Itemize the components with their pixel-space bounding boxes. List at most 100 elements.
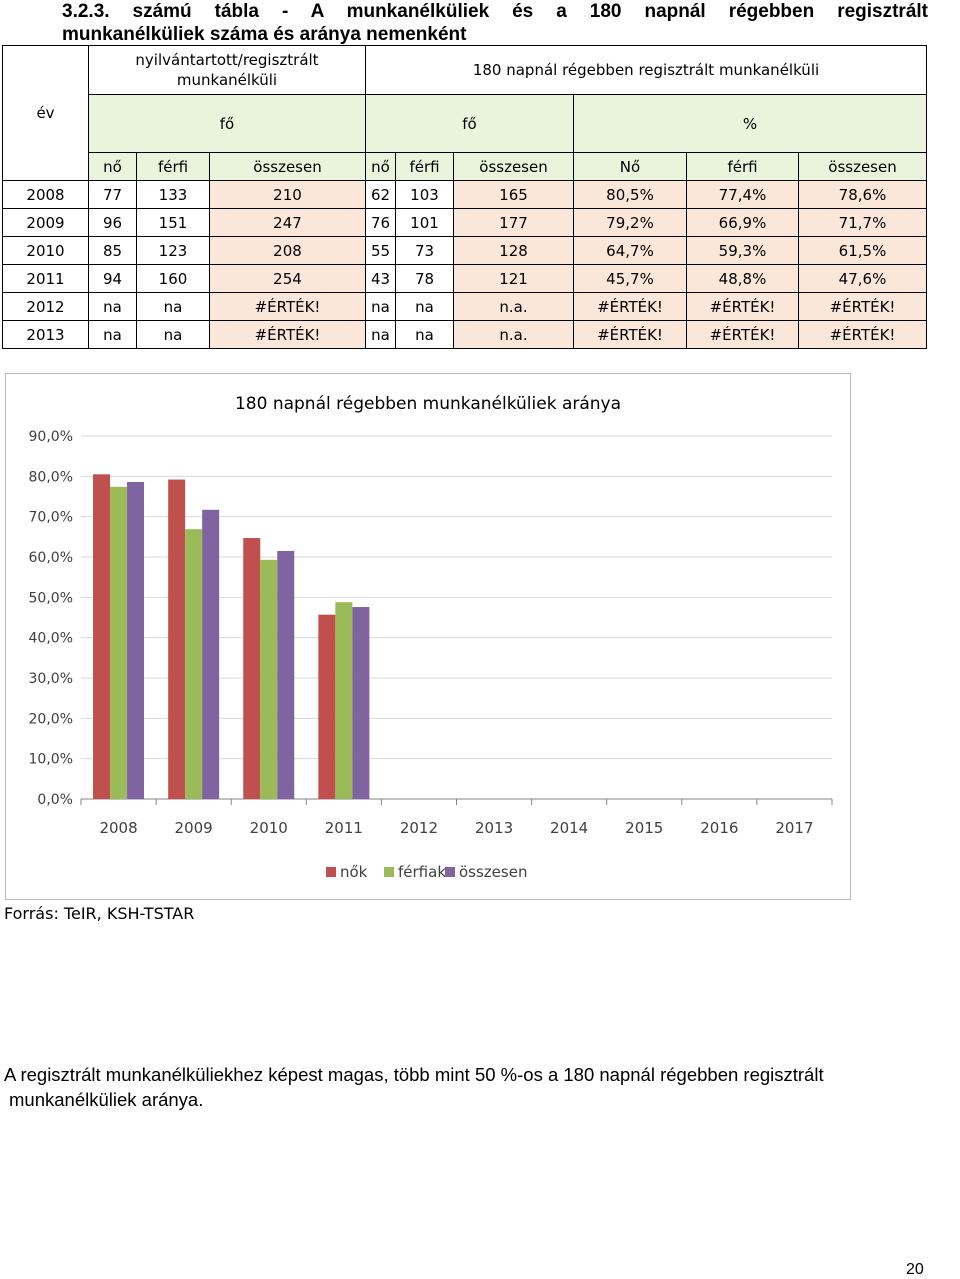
table-cell: na	[365, 292, 396, 321]
y-tick-label: 90,0%	[29, 429, 73, 445]
table-cell: 78,6%	[798, 180, 927, 209]
summary-paragraph: A regisztrált munkanélküliekhez képest m…	[4, 1062, 960, 1112]
paragraph-line-2: munkanélküliek aránya.	[9, 1089, 204, 1110]
table-cell: 61,5%	[798, 236, 927, 265]
table-cell: 66,9%	[686, 208, 799, 237]
subheader-cell: Nő	[573, 152, 687, 181]
subheader-cell: férfi	[686, 152, 799, 181]
table-row: 2012 na na #ÉRTÉK! na na n.a. #ÉRTÉK! #ÉRTÉK! #ÉR…	[2, 292, 927, 321]
y-tick-label: 70,0%	[29, 510, 73, 526]
table-cell: #ÉRTÉK!	[573, 320, 687, 349]
table-cell: na	[136, 292, 210, 321]
legend-label: férfiak	[398, 863, 446, 881]
table-cell: #ÉRTÉK!	[573, 292, 687, 321]
table-cell: 43	[365, 264, 396, 293]
table-caption: 3.2.3. számú tábla - A munkanélküliek és…	[62, 0, 928, 46]
table-cell: 62	[365, 180, 396, 209]
table-cell: 254	[209, 264, 366, 293]
header-180-days: 180 napnál régebben regisztrált munkanél…	[365, 45, 927, 95]
table-cell: #ÉRTÉK!	[209, 292, 366, 321]
table-cell: na	[395, 320, 454, 349]
subheader-cell: összesen	[209, 152, 366, 181]
table-cell: 45,7%	[573, 264, 687, 293]
table-cell: 76	[365, 208, 396, 237]
table-cell: n.a.	[453, 320, 574, 349]
caption-line-2: munkanélküliek száma és aránya nemenként	[62, 24, 467, 45]
legend-label: összesen	[459, 863, 527, 881]
table-cell: na	[136, 320, 210, 349]
source-note: Forrás: TeIR, KSH-TSTAR	[4, 904, 195, 923]
row-year: 2011	[2, 264, 89, 293]
table-row: 2008 77 133 210 62 103 165 80,5% 77,4% 78,6%	[2, 180, 927, 209]
table-cell: 48,8%	[686, 264, 799, 293]
subheader-row: nő férfi összesen nő férfi összesen Nő férfi öss…	[3, 152, 927, 181]
table-cell: #ÉRTÉK!	[686, 292, 799, 321]
table-cell: 73	[395, 236, 454, 265]
table-cell: 55	[365, 236, 396, 265]
table-cell: na	[365, 320, 396, 349]
table-row: 2010 85 123 208 55 73 128 64,7% 59,3% 61,5%	[2, 236, 927, 265]
table-cell: 165	[453, 180, 574, 209]
x-tick-label: 2016	[700, 819, 738, 837]
table-cell: 210	[209, 180, 366, 209]
y-tick-label: 0,0%	[37, 792, 73, 808]
unemployment-table: év nyilvántartott/regisztrált munkanélkü…	[2, 45, 927, 349]
table-cell: 59,3%	[686, 236, 799, 265]
table-row: 2009 96 151 247 76 101 177 79,2% 66,9% 71,7%	[2, 208, 927, 237]
row-year: 2010	[2, 236, 89, 265]
x-tick-label: 2015	[625, 819, 663, 837]
bar-összesen	[202, 509, 220, 799]
table-cell: 160	[136, 264, 210, 293]
legend-swatch-összesen	[445, 867, 455, 877]
legend-swatch-nők	[326, 867, 336, 877]
chart-title: 180 napnál régebben munkanélküliek arány…	[235, 394, 621, 414]
x-tick-label: 2014	[550, 819, 588, 837]
bar-chart: 180 napnál régebben munkanélküliek arány…	[29, 394, 833, 881]
x-tick-label: 2011	[325, 819, 363, 837]
table-cell: 121	[453, 264, 574, 293]
header-fo-2: fő	[365, 94, 574, 153]
bar-összesen	[352, 607, 370, 799]
table-cell: 78	[395, 264, 454, 293]
subheader-cell: összesen	[453, 152, 574, 181]
row-year: 2009	[2, 208, 89, 237]
table-cell: #ÉRTÉK!	[798, 320, 927, 349]
row-year: 2012	[2, 292, 89, 321]
table-cell: 94	[88, 264, 137, 293]
table-cell: #ÉRTÉK!	[686, 320, 799, 349]
table-cell: #ÉRTÉK!	[209, 320, 366, 349]
subheader-cell: összesen	[798, 152, 927, 181]
table-cell: 247	[209, 208, 366, 237]
x-tick-label: 2008	[99, 819, 137, 837]
table-cell: 128	[453, 236, 574, 265]
table-cell: 133	[136, 180, 210, 209]
bar-nők	[93, 474, 111, 799]
y-tick-label: 30,0%	[29, 671, 73, 687]
y-tick-label: 20,0%	[29, 711, 73, 727]
bar-nők	[168, 479, 186, 799]
x-tick-label: 2012	[400, 819, 438, 837]
row-year: 2013	[2, 320, 89, 349]
table-cell: 123	[136, 236, 210, 265]
bar-nők	[243, 538, 261, 799]
table-cell: na	[88, 320, 137, 349]
subheader-cell: nő	[88, 152, 137, 181]
y-tick-label: 10,0%	[29, 752, 73, 768]
header-registered: nyilvántartott/regisztrált munkanélküli	[88, 45, 366, 95]
table-cell: 103	[395, 180, 454, 209]
subheader-cell: férfi	[136, 152, 210, 181]
subheader-cell: férfi	[395, 152, 454, 181]
header-fo-1: fő	[88, 94, 366, 153]
table-cell: na	[88, 292, 137, 321]
legend-label: nők	[340, 863, 368, 881]
table-cell: 151	[136, 208, 210, 237]
x-tick-label: 2009	[175, 819, 213, 837]
x-tick-label: 2017	[775, 819, 813, 837]
table-cell: 101	[395, 208, 454, 237]
table-cell: 79,2%	[573, 208, 687, 237]
chart-container: 180 napnál régebben munkanélküliek arány…	[5, 373, 851, 900]
bar-nők	[318, 614, 336, 799]
y-tick-label: 60,0%	[29, 550, 73, 566]
bar-férfiak	[185, 529, 203, 799]
header-year: év	[2, 45, 89, 181]
